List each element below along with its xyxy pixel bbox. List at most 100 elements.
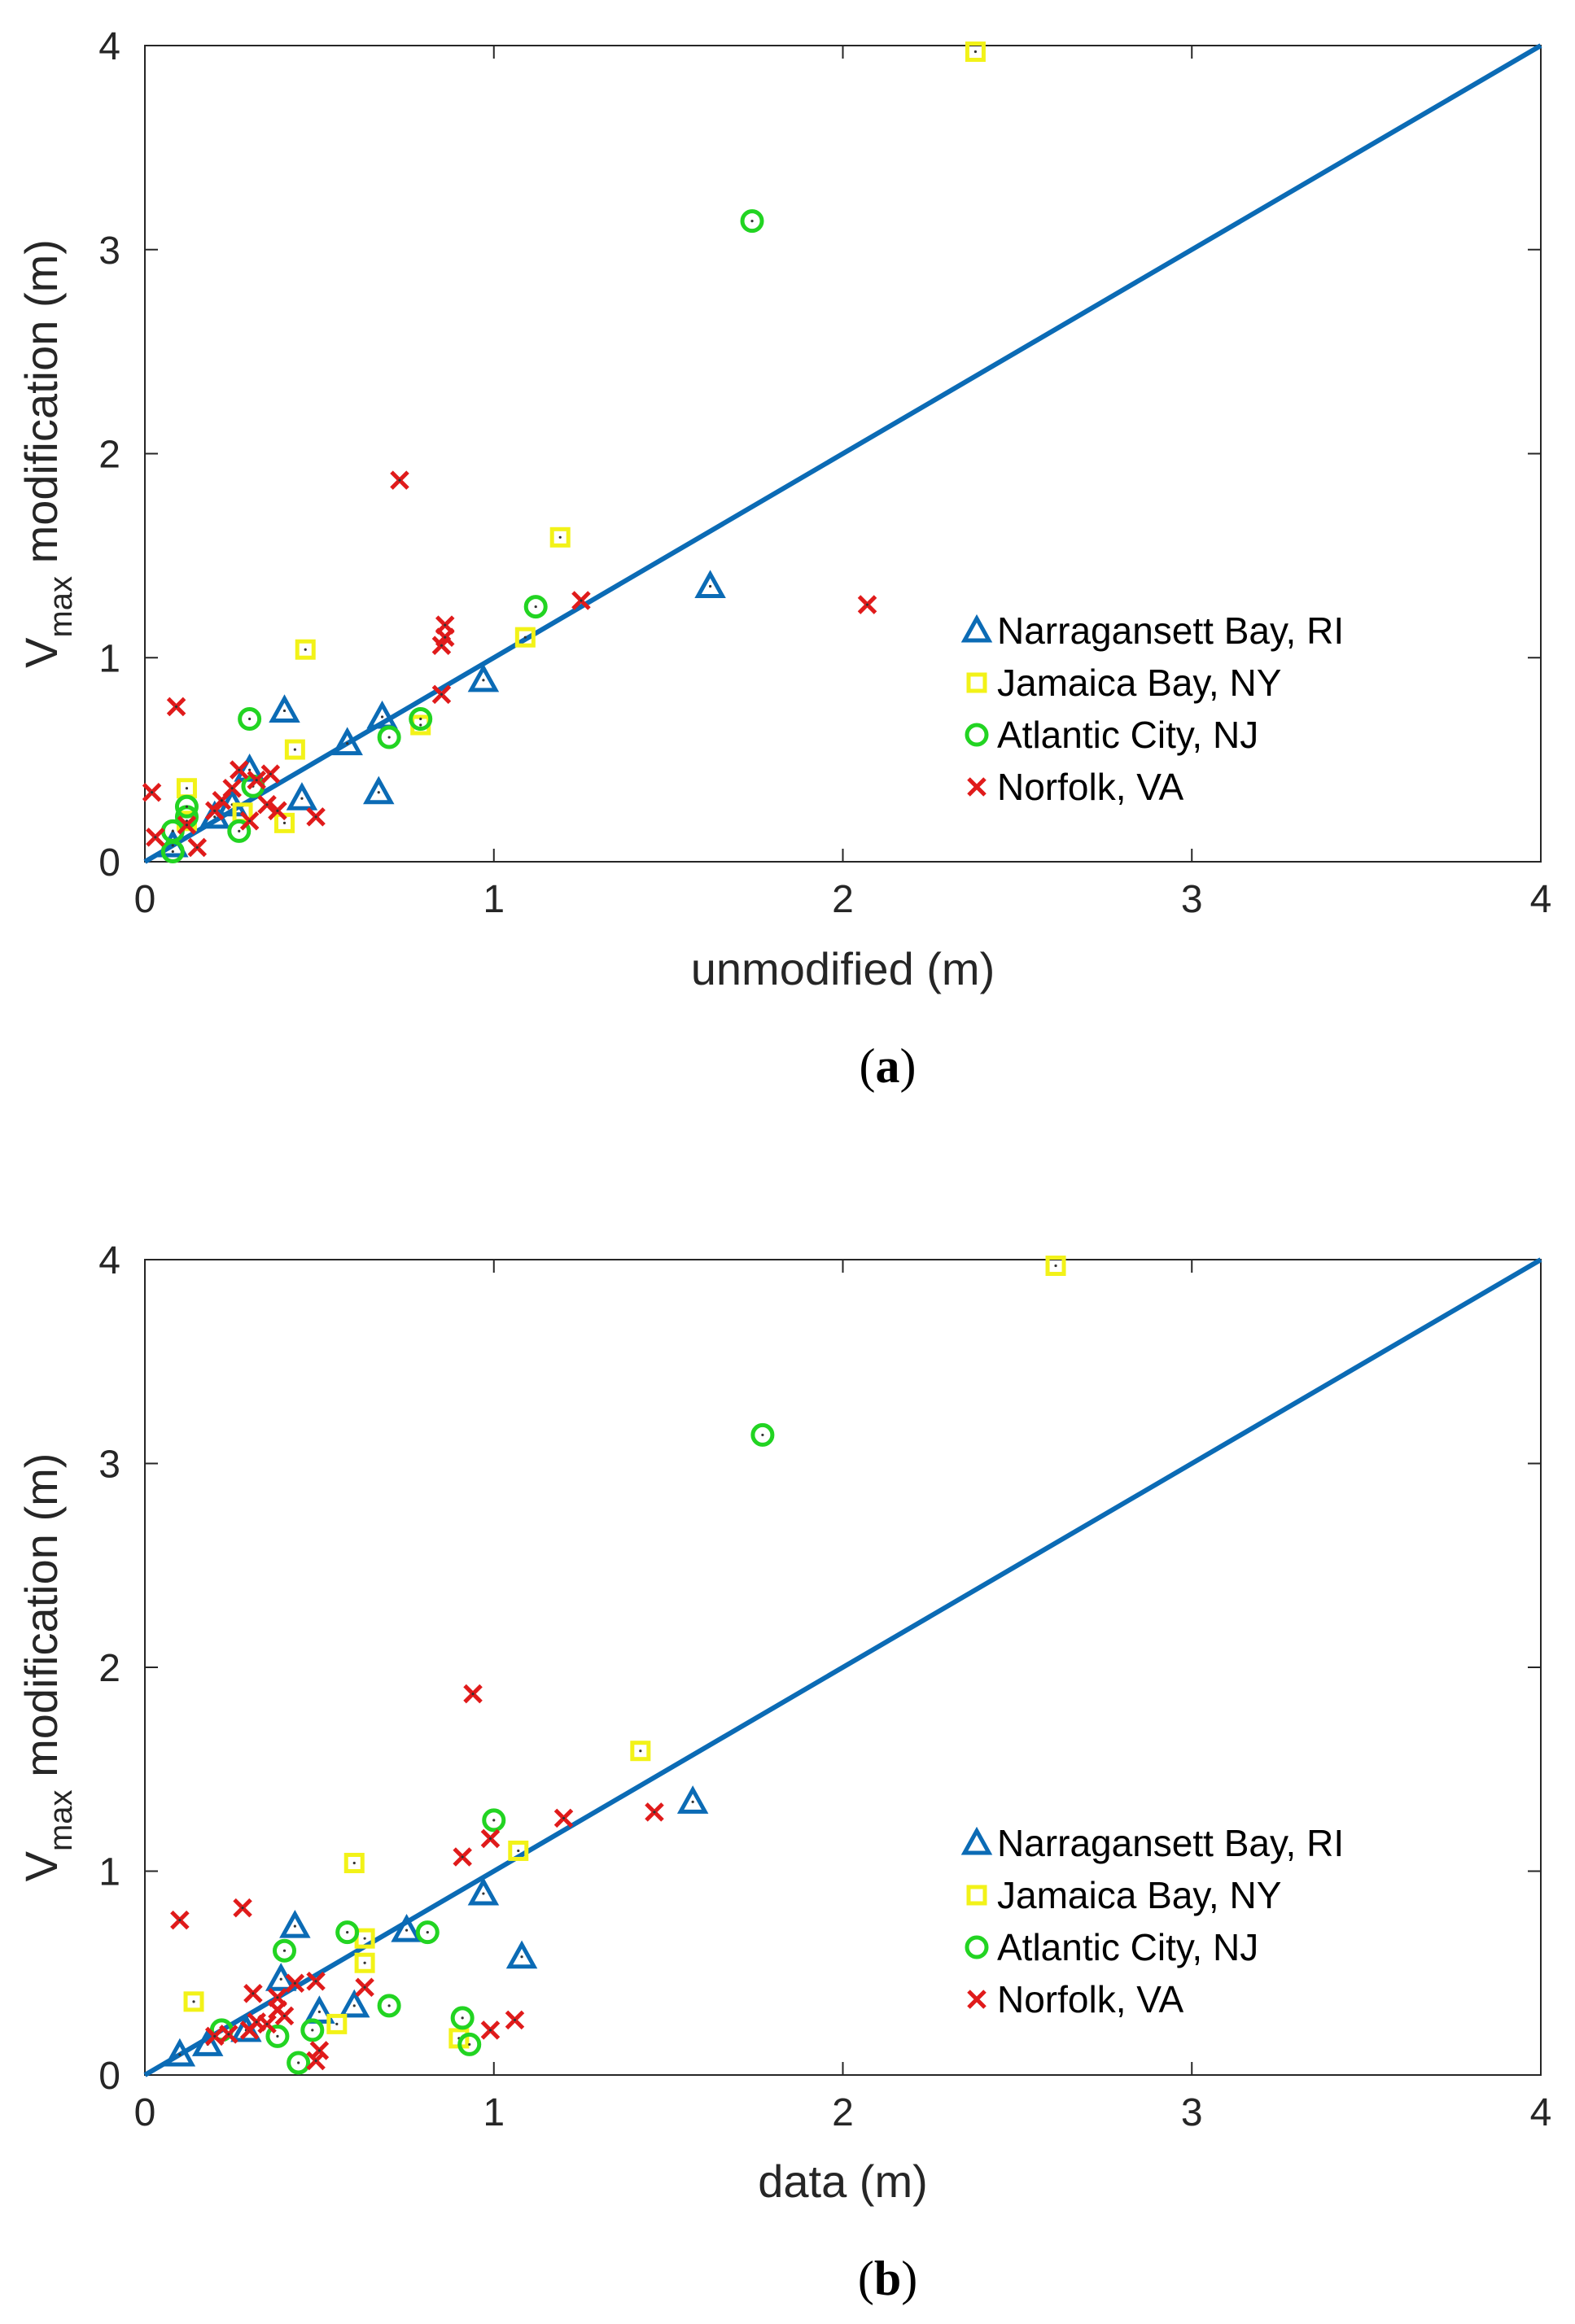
panel-a-point-circle bbox=[227, 819, 252, 843]
panel-a-point-center-dot bbox=[304, 648, 307, 651]
panel-a-point-center-dot bbox=[523, 636, 527, 639]
panel-a-point-triangle bbox=[363, 775, 395, 805]
panel-b-point-center-dot bbox=[346, 1931, 349, 1934]
panel-a-point-triangle bbox=[234, 754, 265, 782]
panel-a-point-center-dot bbox=[171, 829, 174, 832]
panel-a-caption-close-paren: ) bbox=[900, 1039, 917, 1093]
panel-b-point-center-dot bbox=[405, 1929, 409, 1932]
panel-a-point-triangle bbox=[331, 727, 363, 756]
panel-b-xtick-label: 3 bbox=[1181, 2091, 1203, 2134]
panel-a-ytick-label: 1 bbox=[98, 637, 120, 680]
panel-b-point-square bbox=[630, 1741, 651, 1762]
panel-b-point-center-dot bbox=[520, 1955, 523, 1959]
panel-a-point-square bbox=[514, 627, 536, 648]
panel-a-point-center-dot bbox=[380, 715, 384, 719]
panel-b-point-center-dot bbox=[314, 2059, 317, 2063]
panel-a-point-center-dot bbox=[248, 717, 252, 721]
panel-a-point-center-dot bbox=[398, 478, 401, 482]
panel-b-point-center-dot bbox=[387, 2004, 391, 2007]
panel-b-ytick-label: 3 bbox=[98, 1444, 120, 1487]
panel-a-point-center-dot bbox=[444, 623, 447, 627]
panel-b-point-center-dot bbox=[255, 2020, 258, 2024]
panel-a-y-axis-label-main: V bbox=[15, 637, 67, 668]
panel-a-point-circle bbox=[409, 706, 433, 731]
panel-a-caption-label: (a) bbox=[860, 1039, 917, 1093]
panel-a-point-center-dot bbox=[171, 850, 174, 854]
panel-a-xtick-label: 2 bbox=[832, 878, 854, 921]
panel-a-series-triangle bbox=[157, 570, 726, 858]
panel-a-xtick-label: 4 bbox=[1530, 878, 1552, 921]
panel-b-point-center-dot bbox=[461, 2016, 464, 2020]
panel-a-point-center-dot bbox=[346, 741, 349, 745]
panel-b-point-center-dot bbox=[252, 1992, 255, 1995]
panel-b-point-triangle bbox=[279, 1909, 311, 1938]
panel-a-point-center-dot bbox=[238, 768, 241, 771]
panel-b-point-circle bbox=[287, 2051, 311, 2075]
panel-b-point-center-dot bbox=[426, 1931, 429, 1934]
panel-b-legend: Narragansett Bay, RI Jamaica Bay, NY Atlan… bbox=[960, 1822, 1344, 2020]
panel-a-xtick-label: 0 bbox=[134, 878, 156, 921]
panel-a-point-center-dot bbox=[580, 599, 583, 602]
panel-b-point-center-dot bbox=[317, 2010, 321, 2013]
panel-a-point-center-dot bbox=[213, 815, 217, 819]
panel-a-point-center-dot bbox=[377, 791, 380, 794]
panel-b-y-axis-label-main: V bbox=[15, 1850, 67, 1881]
panel-b-reference-line bbox=[143, 1257, 1542, 2077]
panel-a-point-triangle bbox=[366, 700, 398, 729]
panel-b-point-center-dot bbox=[639, 1750, 642, 1753]
panel-a-y-axis-label: Vmax modification (m) bbox=[15, 239, 79, 668]
panel-a-series-square bbox=[176, 42, 986, 833]
panel-b-point-triangle bbox=[391, 1913, 422, 1942]
panel-b-point-center-dot bbox=[691, 1800, 694, 1803]
panel-b-point-center-dot bbox=[293, 1924, 296, 1928]
panel-b-point-square bbox=[1045, 1256, 1066, 1277]
panel-a-point-center-dot bbox=[534, 605, 537, 609]
panel-b-point-circle bbox=[482, 1808, 506, 1833]
panel-a-point-center-dot bbox=[185, 787, 189, 790]
panel-a-point-center-dot bbox=[220, 799, 223, 802]
panel-b-point-triangle bbox=[339, 1989, 370, 2018]
panel-a-point-center-dot bbox=[248, 768, 252, 771]
panel-a-point-center-dot bbox=[276, 809, 279, 812]
panel-a-point-center-dot bbox=[314, 815, 317, 819]
panel-b-y-axis-label: Vmax modification (m) bbox=[15, 1453, 79, 1882]
panel-b-point-center-dot bbox=[265, 2022, 269, 2025]
panel-a-point-square bbox=[549, 526, 571, 548]
panel-b-point-center-dot bbox=[492, 1819, 496, 1822]
panel-b-point-circle bbox=[273, 1938, 296, 1963]
panel-b-point-square bbox=[343, 1852, 365, 1873]
panel-a-point-circle bbox=[523, 595, 548, 619]
panel-a-point-center-dot bbox=[387, 736, 391, 739]
panel-a-point-center-dot bbox=[154, 836, 157, 839]
panel-a-x-axis-label: unmodified (m) bbox=[691, 943, 995, 994]
panel-b-point-square bbox=[354, 1952, 375, 1973]
panel-a-point-circle bbox=[238, 706, 262, 731]
panel-a-point-center-dot bbox=[419, 717, 422, 721]
panel-a-xtick-label: 3 bbox=[1181, 878, 1203, 921]
panel-b-series-x bbox=[170, 1684, 664, 2071]
panel-b-legend-label: Jamaica Bay, NY bbox=[997, 1874, 1281, 1916]
panel-b-x-axis-label: data (m) bbox=[758, 2156, 928, 2207]
panel-a-point-center-dot bbox=[248, 819, 252, 823]
panel-b-point-center-dot bbox=[276, 1996, 279, 1999]
panel-b-point-center-dot bbox=[562, 1816, 566, 1819]
panel-b-point-center-dot bbox=[282, 2014, 287, 2017]
panel-b-point-center-dot bbox=[311, 2029, 314, 2032]
panel-b-y-axis-label-rest: modification (m) bbox=[15, 1453, 67, 1790]
panel-b-xtick-label: 4 bbox=[1530, 2091, 1552, 2134]
panel-a-point-circle bbox=[740, 209, 764, 234]
panel-b-point-triangle bbox=[191, 2028, 224, 2056]
panel-a-point-triangle bbox=[269, 694, 300, 723]
panel-b-point-triangle bbox=[467, 1876, 500, 1906]
panel-a-point-center-dot bbox=[440, 692, 444, 696]
panel-a-point-center-dot bbox=[419, 723, 422, 727]
panel-a-ytick-label: 2 bbox=[98, 434, 120, 477]
panel-b-xtick-label: 0 bbox=[134, 2091, 156, 2134]
panel-b-point-center-dot bbox=[471, 1692, 475, 1696]
panel-a-point-center-dot bbox=[444, 636, 447, 639]
panel-b-ytick-label: 0 bbox=[98, 2055, 120, 2098]
panel-b-point-square bbox=[508, 1840, 529, 1861]
panel-a-point-center-dot bbox=[255, 779, 258, 782]
panel-b-legend-label: Atlantic City, NJ bbox=[997, 1926, 1258, 1968]
